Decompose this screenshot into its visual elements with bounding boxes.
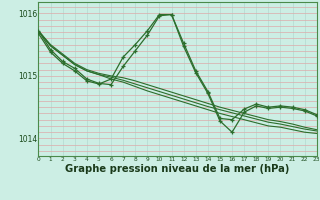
X-axis label: Graphe pression niveau de la mer (hPa): Graphe pression niveau de la mer (hPa) [65,164,290,174]
